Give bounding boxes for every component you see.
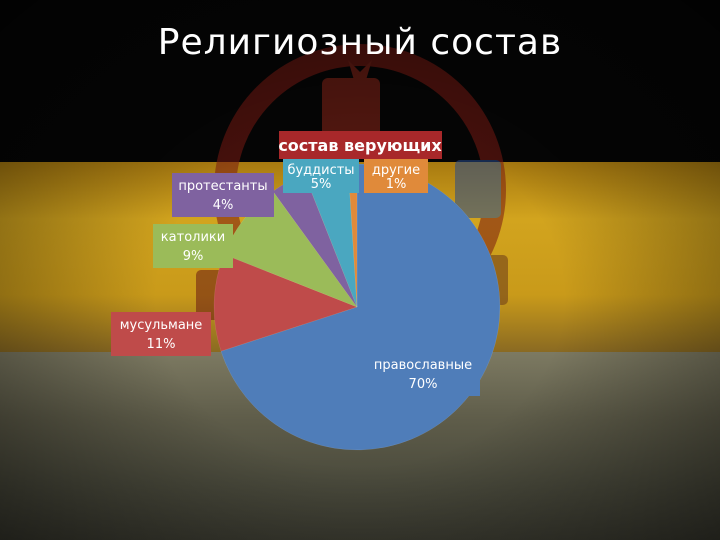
slice-label-box-1 bbox=[366, 352, 480, 396]
slice-value-label: 9% bbox=[183, 249, 204, 264]
slice-category-label: другие bbox=[372, 163, 420, 178]
slice-category-label: протестанты bbox=[178, 179, 267, 194]
slice-value-label: 70% bbox=[409, 377, 438, 392]
slice-value-label: 11% bbox=[147, 337, 176, 352]
slice-category-label: православные bbox=[374, 358, 472, 373]
chart-title-box bbox=[279, 131, 442, 159]
slice-label-box-2 bbox=[111, 312, 211, 356]
slice-value-label: 5% bbox=[311, 177, 332, 192]
slice-label-box-6 bbox=[364, 157, 428, 193]
slice-label-box-3 bbox=[153, 224, 233, 268]
slice-value-label: 4% bbox=[213, 198, 234, 213]
slice-label-box-5 bbox=[283, 157, 359, 193]
slice-value-label: 1% bbox=[386, 177, 407, 192]
slice-category-label: мусульмане bbox=[120, 318, 203, 333]
slice-label-box-4 bbox=[172, 173, 274, 217]
chart-title: состав верующих bbox=[278, 136, 442, 155]
slice-category-label: буддисты bbox=[287, 163, 354, 178]
slice-category-label: католики bbox=[161, 230, 225, 245]
slide-title: Религиозный состав bbox=[157, 22, 563, 63]
